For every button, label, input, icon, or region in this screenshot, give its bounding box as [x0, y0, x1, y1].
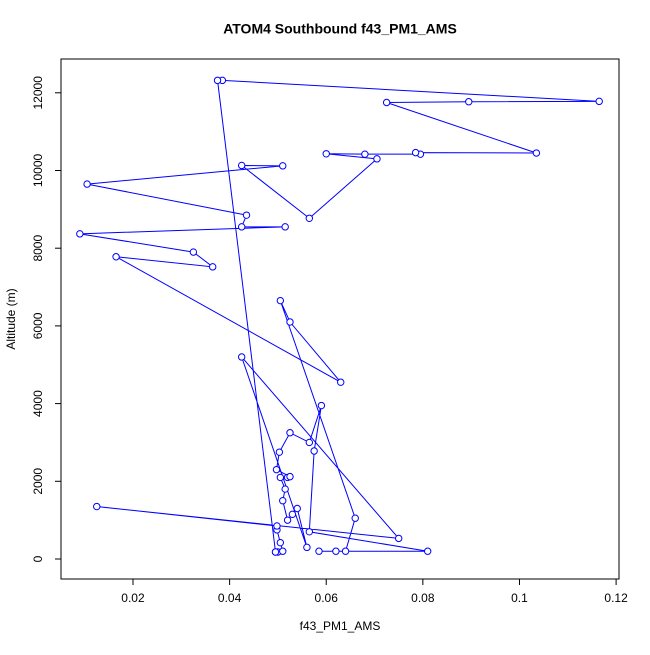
point — [315, 547, 323, 555]
x-tick-label: 0.02 — [121, 591, 145, 605]
point — [373, 155, 381, 163]
point — [303, 543, 311, 552]
point — [237, 353, 246, 361]
point — [237, 161, 246, 170]
x-tick-label: 0.1 — [511, 591, 528, 605]
point — [351, 514, 359, 522]
point — [341, 547, 350, 555]
point — [286, 318, 294, 326]
point — [337, 378, 345, 386]
x-tick-label: 0.12 — [604, 591, 628, 605]
point — [317, 401, 326, 410]
point — [271, 548, 280, 556]
y-tick-label: 12000 — [31, 76, 45, 110]
y-tick-label: 4000 — [31, 390, 45, 417]
point — [423, 547, 432, 555]
y-tick-label: 0 — [31, 555, 45, 562]
plot-frame — [60, 58, 620, 580]
x-tick-label: 0.06 — [315, 591, 339, 605]
point — [286, 472, 294, 481]
point — [208, 263, 217, 271]
point — [288, 510, 297, 519]
point — [382, 98, 391, 107]
x-axis-label: f43_PM1_AMS — [300, 619, 381, 633]
point — [595, 97, 603, 106]
y-axis-label: Altitude (m) — [4, 288, 18, 349]
chart-title: ATOM4 Southbound f43_PM1_AMS — [223, 21, 457, 37]
point — [283, 516, 292, 524]
point — [272, 465, 281, 474]
y-tick-label: 8000 — [31, 235, 45, 262]
x-tick-label: 0.08 — [411, 591, 435, 605]
point — [305, 214, 314, 222]
point — [112, 253, 120, 261]
point — [279, 162, 287, 170]
point — [237, 223, 246, 231]
point — [532, 149, 541, 157]
point — [242, 211, 251, 219]
point — [213, 76, 222, 85]
point — [332, 547, 340, 555]
point — [273, 522, 281, 530]
series-line — [79, 79, 600, 553]
x-tick-label: 0.04 — [218, 591, 242, 605]
point — [279, 547, 287, 555]
point — [293, 504, 301, 513]
y-tick-label: 2000 — [31, 468, 45, 495]
y-tick-label: 6000 — [31, 312, 45, 339]
point — [276, 473, 285, 482]
point — [394, 534, 403, 543]
point — [76, 230, 84, 238]
y-tick-label: 10000 — [31, 153, 45, 187]
point — [275, 448, 284, 456]
point — [83, 180, 91, 188]
point — [189, 248, 198, 256]
point — [281, 223, 289, 231]
point — [276, 538, 285, 547]
point — [276, 296, 285, 305]
point — [465, 98, 473, 106]
point — [411, 148, 420, 157]
point — [322, 150, 330, 158]
point — [93, 502, 101, 511]
point — [286, 429, 294, 437]
point — [310, 447, 318, 455]
point — [361, 150, 369, 158]
point — [281, 485, 289, 493]
point — [305, 528, 314, 536]
point — [305, 438, 314, 447]
point — [279, 497, 287, 505]
